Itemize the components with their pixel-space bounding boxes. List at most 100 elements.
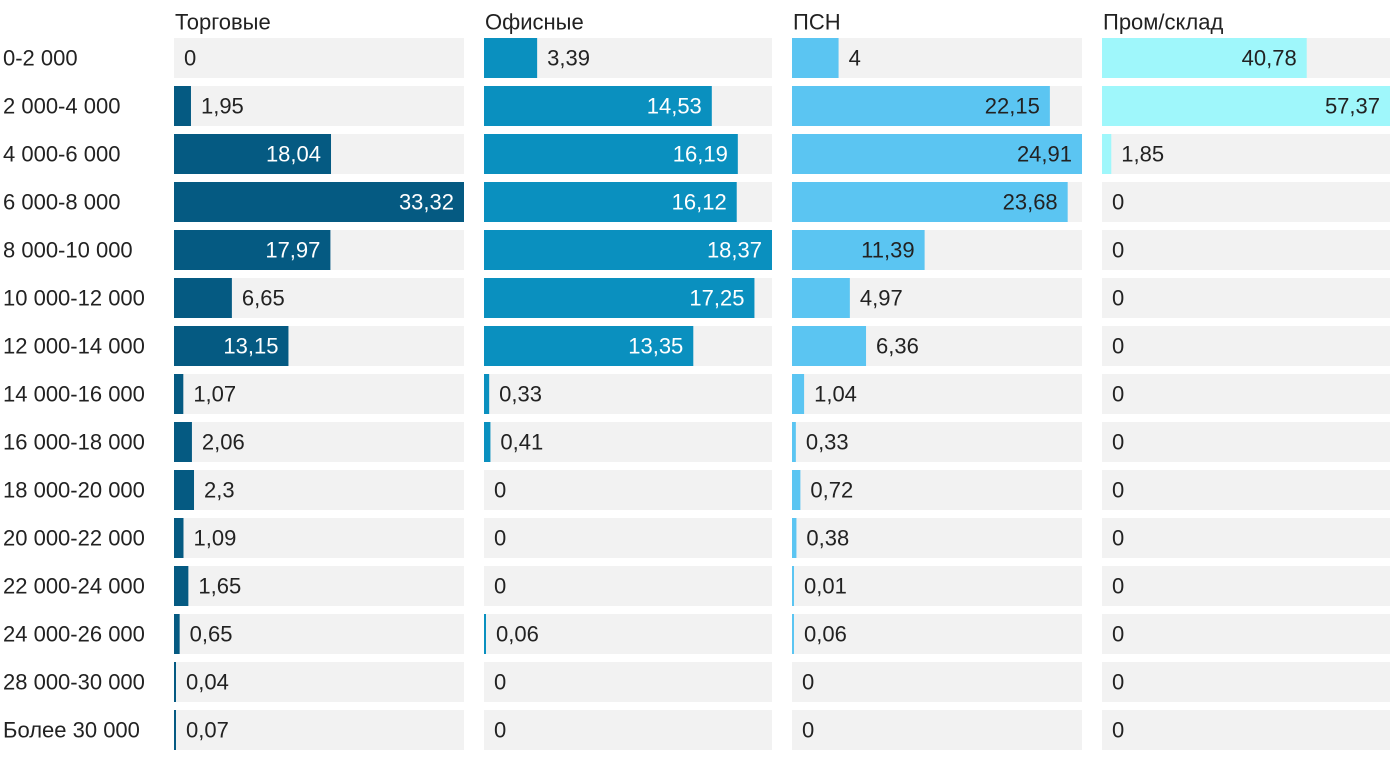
- data-label: 0: [1112, 574, 1124, 599]
- bar-track: [1102, 230, 1390, 270]
- panel-header: ПСН: [793, 10, 841, 35]
- data-label: 0: [1112, 382, 1124, 407]
- data-label: 0,72: [810, 478, 853, 503]
- bar: [174, 374, 184, 414]
- bar: [1102, 134, 1112, 174]
- bar: [792, 278, 850, 318]
- data-label: 0: [1112, 286, 1124, 311]
- bar: [484, 422, 491, 462]
- bar-track: [484, 470, 772, 510]
- bar: [792, 182, 1068, 222]
- category-label: 22 000-24 000: [3, 574, 145, 599]
- data-label: 0: [1112, 334, 1124, 359]
- bar-track: [792, 422, 1082, 462]
- data-label: 0,41: [500, 430, 543, 455]
- panel-header: Офисные: [485, 10, 584, 35]
- data-label: 13,35: [628, 334, 683, 359]
- bar-track: [174, 710, 464, 750]
- bar-track: [174, 566, 464, 606]
- bar: [174, 422, 192, 462]
- data-label: 16,19: [673, 142, 728, 167]
- data-label: 1,07: [193, 382, 236, 407]
- category-label: 6 000-8 000: [3, 190, 120, 215]
- bar: [792, 230, 925, 270]
- bar-track: [1102, 662, 1390, 702]
- bar: [174, 566, 189, 606]
- bar-track: [174, 614, 464, 654]
- bar: [792, 518, 797, 558]
- bar: [484, 614, 486, 654]
- bar: [174, 470, 195, 510]
- bar: [792, 470, 801, 510]
- bar-track: [484, 422, 772, 462]
- data-label: 23,68: [1003, 190, 1058, 215]
- bar-track: [174, 518, 464, 558]
- bar: [792, 374, 805, 414]
- bar: [174, 518, 184, 558]
- category-label: 2 000-4 000: [3, 94, 120, 119]
- data-label: 0,33: [806, 430, 849, 455]
- data-label: 4,97: [860, 286, 903, 311]
- data-label: 33,32: [399, 190, 454, 215]
- bar-track: [174, 374, 464, 414]
- data-label: 14,53: [647, 94, 702, 119]
- bar-track: [792, 518, 1082, 558]
- bar: [174, 230, 331, 270]
- bar: [484, 278, 755, 318]
- data-label: 0: [494, 526, 506, 551]
- panel-header: Пром/склад: [1103, 10, 1223, 35]
- bar-track: [1102, 182, 1390, 222]
- bar-track: [1102, 518, 1390, 558]
- data-label: 22,15: [985, 94, 1040, 119]
- data-label: 17,25: [689, 286, 744, 311]
- data-label: 0: [1112, 190, 1124, 215]
- data-label: 0,65: [190, 622, 233, 647]
- bar: [174, 134, 332, 174]
- bar-track: [1102, 278, 1390, 318]
- data-label: 0: [1112, 478, 1124, 503]
- data-label: 1,85: [1121, 142, 1164, 167]
- data-label: 0,06: [804, 622, 847, 647]
- bar-track: [1102, 374, 1390, 414]
- bar-track: [792, 566, 1082, 606]
- data-label: 4: [849, 46, 861, 71]
- bar-track: [792, 614, 1082, 654]
- bar-track: [174, 86, 464, 126]
- data-label: 0: [1112, 622, 1124, 647]
- data-label: 0: [494, 478, 506, 503]
- data-label: 17,97: [265, 238, 320, 263]
- category-label: 28 000-30 000: [3, 670, 145, 695]
- data-label: 0,01: [804, 574, 847, 599]
- bar: [484, 326, 694, 366]
- bar-track: [792, 38, 1082, 78]
- data-label: 0: [802, 670, 814, 695]
- bar: [174, 710, 176, 750]
- data-label: 0: [1112, 430, 1124, 455]
- bar-track: [484, 566, 772, 606]
- data-label: 0,33: [499, 382, 542, 407]
- data-label: 0,38: [806, 526, 849, 551]
- bar-track: [174, 470, 464, 510]
- bar: [792, 134, 1082, 174]
- bar-track: [1102, 710, 1390, 750]
- bar: [174, 326, 289, 366]
- data-label: 2,3: [204, 478, 235, 503]
- bar-track: [174, 38, 464, 78]
- data-label: 57,37: [1325, 94, 1380, 119]
- bar: [484, 182, 737, 222]
- data-label: 0: [1112, 718, 1124, 743]
- data-label: 11,39: [861, 238, 914, 263]
- data-label: 0,06: [496, 622, 539, 647]
- category-label: 20 000-22 000: [3, 526, 145, 551]
- bar: [1102, 86, 1390, 126]
- bar: [484, 38, 538, 78]
- data-label: 0,07: [186, 718, 229, 743]
- data-label: 0: [1112, 670, 1124, 695]
- bar-track: [1102, 326, 1390, 366]
- data-label: 6,36: [876, 334, 919, 359]
- bar: [174, 86, 191, 126]
- bar-track: [792, 662, 1082, 702]
- data-label: 1,65: [198, 574, 241, 599]
- bar: [792, 326, 867, 366]
- category-label: 14 000-16 000: [3, 382, 145, 407]
